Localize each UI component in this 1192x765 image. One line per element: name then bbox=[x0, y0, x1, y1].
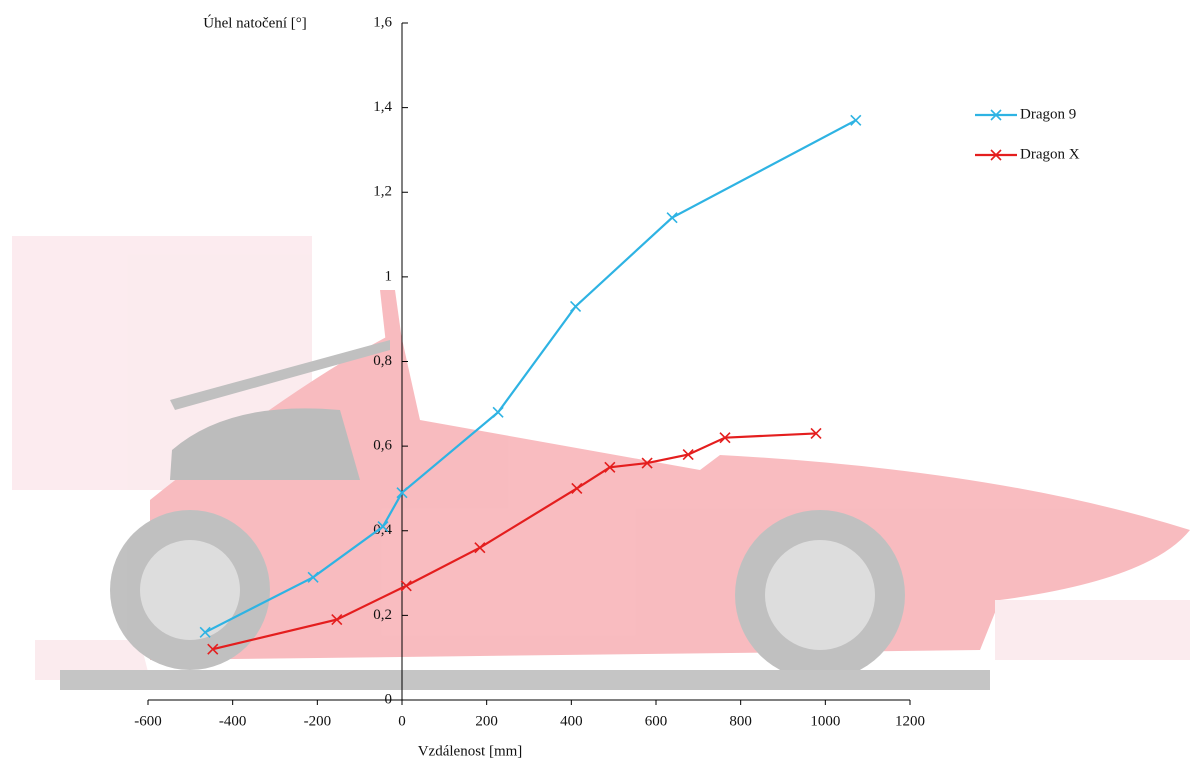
y-tick-label: 0,2 bbox=[373, 607, 392, 623]
data-point bbox=[604, 461, 616, 473]
y-axis-label: Úhel natočení [°] bbox=[203, 14, 306, 31]
data-point bbox=[666, 212, 678, 224]
y-tick-label: 0,6 bbox=[373, 438, 392, 454]
background-car bbox=[12, 236, 1190, 690]
x-tick-label: 400 bbox=[560, 713, 583, 729]
data-point bbox=[396, 487, 408, 499]
series-line bbox=[204, 119, 857, 634]
y-tick-label: 0,8 bbox=[373, 353, 392, 369]
x-tick-label: 1200 bbox=[895, 713, 925, 729]
y-tick-label: 1,4 bbox=[373, 99, 392, 115]
x-tick-label: -400 bbox=[219, 713, 247, 729]
x-tick-label: 200 bbox=[475, 713, 498, 729]
x-tick-label: 600 bbox=[645, 713, 668, 729]
data-point bbox=[207, 643, 219, 655]
data-point bbox=[570, 300, 582, 313]
x-axis-label: Vzdálenost [mm] bbox=[418, 743, 523, 759]
data-point bbox=[377, 520, 389, 533]
data-point bbox=[331, 614, 343, 626]
data-point bbox=[571, 482, 583, 495]
data-point bbox=[492, 406, 504, 418]
data-point bbox=[719, 432, 731, 444]
y-tick-label: 1,2 bbox=[373, 184, 392, 200]
data-point bbox=[641, 457, 653, 469]
y-tick-label: 1 bbox=[385, 268, 393, 284]
series-line bbox=[212, 432, 817, 651]
legend-marker bbox=[990, 149, 1002, 161]
y-tick-label: 1,6 bbox=[373, 14, 392, 30]
x-tick-label: 1000 bbox=[810, 713, 840, 729]
data-point bbox=[474, 542, 486, 554]
x-tick-label: -600 bbox=[134, 713, 162, 729]
data-point bbox=[682, 449, 694, 461]
data-point bbox=[810, 427, 822, 439]
legend-marker bbox=[990, 109, 1002, 121]
data-point bbox=[307, 571, 319, 583]
y-tick-label: 0,4 bbox=[373, 522, 392, 538]
x-tick-label: 0 bbox=[398, 713, 406, 729]
data-point bbox=[199, 626, 211, 638]
x-tick-label: 800 bbox=[729, 713, 752, 729]
data-point bbox=[400, 580, 412, 592]
data-point bbox=[850, 114, 862, 126]
legend-label: Dragon X bbox=[1020, 146, 1080, 162]
legend-label: Dragon 9 bbox=[1020, 106, 1076, 122]
y-tick-label: 0 bbox=[385, 691, 393, 707]
x-tick-label: -200 bbox=[304, 713, 332, 729]
